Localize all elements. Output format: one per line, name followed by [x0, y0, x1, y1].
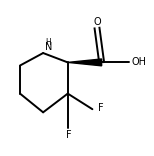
- Polygon shape: [68, 59, 102, 66]
- Text: O: O: [94, 17, 102, 27]
- Text: H: H: [46, 38, 51, 47]
- Text: N: N: [45, 42, 52, 52]
- Text: F: F: [98, 103, 103, 113]
- Text: F: F: [67, 130, 72, 140]
- Text: OH: OH: [131, 57, 146, 67]
